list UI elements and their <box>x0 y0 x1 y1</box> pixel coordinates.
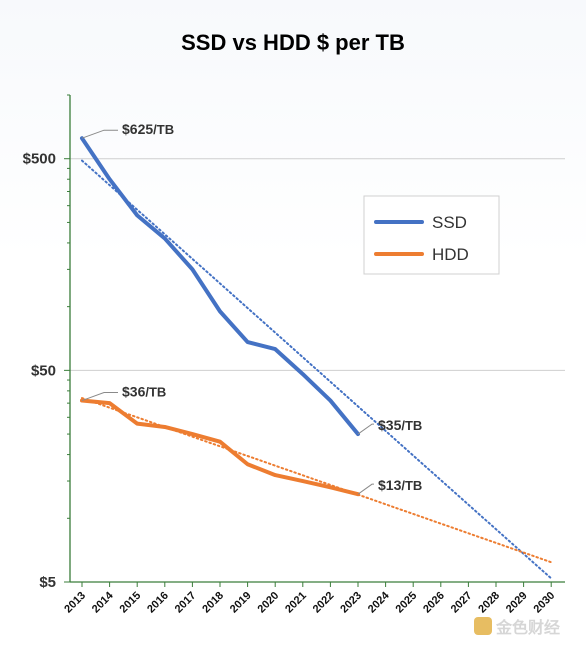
ssd-trendline <box>81 159 553 580</box>
y-tick-label: $500 <box>23 151 56 168</box>
x-tick-label: 2019 <box>228 590 254 616</box>
x-tick-label: 2015 <box>118 590 144 616</box>
annotation-label: $13/TB <box>378 477 422 493</box>
hdd-point <box>218 440 222 444</box>
annotation-leader <box>357 483 374 495</box>
annotation-unit: /TB <box>401 478 422 493</box>
x-tick-label: 2023 <box>338 590 364 616</box>
x-tick-label: 2017 <box>173 590 199 616</box>
legend-label-hdd: HDD <box>432 245 469 264</box>
hdd-point <box>328 485 332 489</box>
watermark: 金色财经 <box>474 612 584 640</box>
x-tick-label: 2024 <box>366 589 392 615</box>
annotation-amount: $35 <box>378 417 402 433</box>
x-tick-label: 2016 <box>145 590 171 616</box>
ssd-point <box>218 309 222 313</box>
ssd-point <box>301 372 305 376</box>
y-tick-label: $5 <box>39 574 56 591</box>
x-tick-label: 2021 <box>283 590 309 616</box>
annotation-unit: /TB <box>153 122 174 137</box>
chart-title: SSD vs HDD $ per TB <box>181 30 405 55</box>
legend-box <box>363 195 500 275</box>
hdd-line <box>80 398 360 497</box>
x-tick-label: 2020 <box>256 590 282 616</box>
hdd-point <box>108 401 112 405</box>
x-tick-label: 2022 <box>311 590 337 616</box>
annotation-leader <box>81 129 118 139</box>
x-tick-label: 2013 <box>62 590 88 616</box>
ssd-point <box>135 213 139 217</box>
annotation-label: $625/TB <box>122 121 174 137</box>
annotation-amount: $36 <box>122 384 146 400</box>
annotation-label: $36/TB <box>122 384 166 400</box>
hdd-point <box>301 479 305 483</box>
ssd-point <box>190 267 194 271</box>
hdd-point <box>190 432 194 436</box>
annotation-amount: $625 <box>122 121 153 137</box>
annotation-amount: $13 <box>378 477 402 493</box>
ssd-point <box>246 340 250 344</box>
watermark-text: 金色财经 <box>496 620 561 637</box>
annotation-leader <box>81 392 118 402</box>
hdd-point <box>135 422 139 426</box>
annotation-label: $35/TB <box>378 417 422 433</box>
watermark-logo-icon <box>474 617 492 635</box>
ssd-point <box>328 399 332 403</box>
hdd-trendline <box>81 397 553 564</box>
hdd-point <box>246 462 250 466</box>
ssd-point <box>108 177 112 181</box>
annotation-unit: /TB <box>401 418 422 433</box>
x-tick-label: 2018 <box>200 590 226 616</box>
ssd-line <box>80 136 360 437</box>
annotation-leader <box>357 423 374 435</box>
y-tick-label: $50 <box>31 362 56 379</box>
x-tick-label: 2025 <box>394 590 420 616</box>
hdd-point <box>163 425 167 429</box>
annotation-unit: /TB <box>145 385 166 400</box>
x-tick-label: 2014 <box>90 589 116 615</box>
hdd-point <box>273 473 277 477</box>
ssd-point <box>163 236 167 240</box>
x-tick-label: 2026 <box>421 590 447 616</box>
x-tick-label: 2027 <box>449 590 475 616</box>
ssd-point <box>273 347 277 351</box>
legend-label-ssd: SSD <box>432 213 467 232</box>
